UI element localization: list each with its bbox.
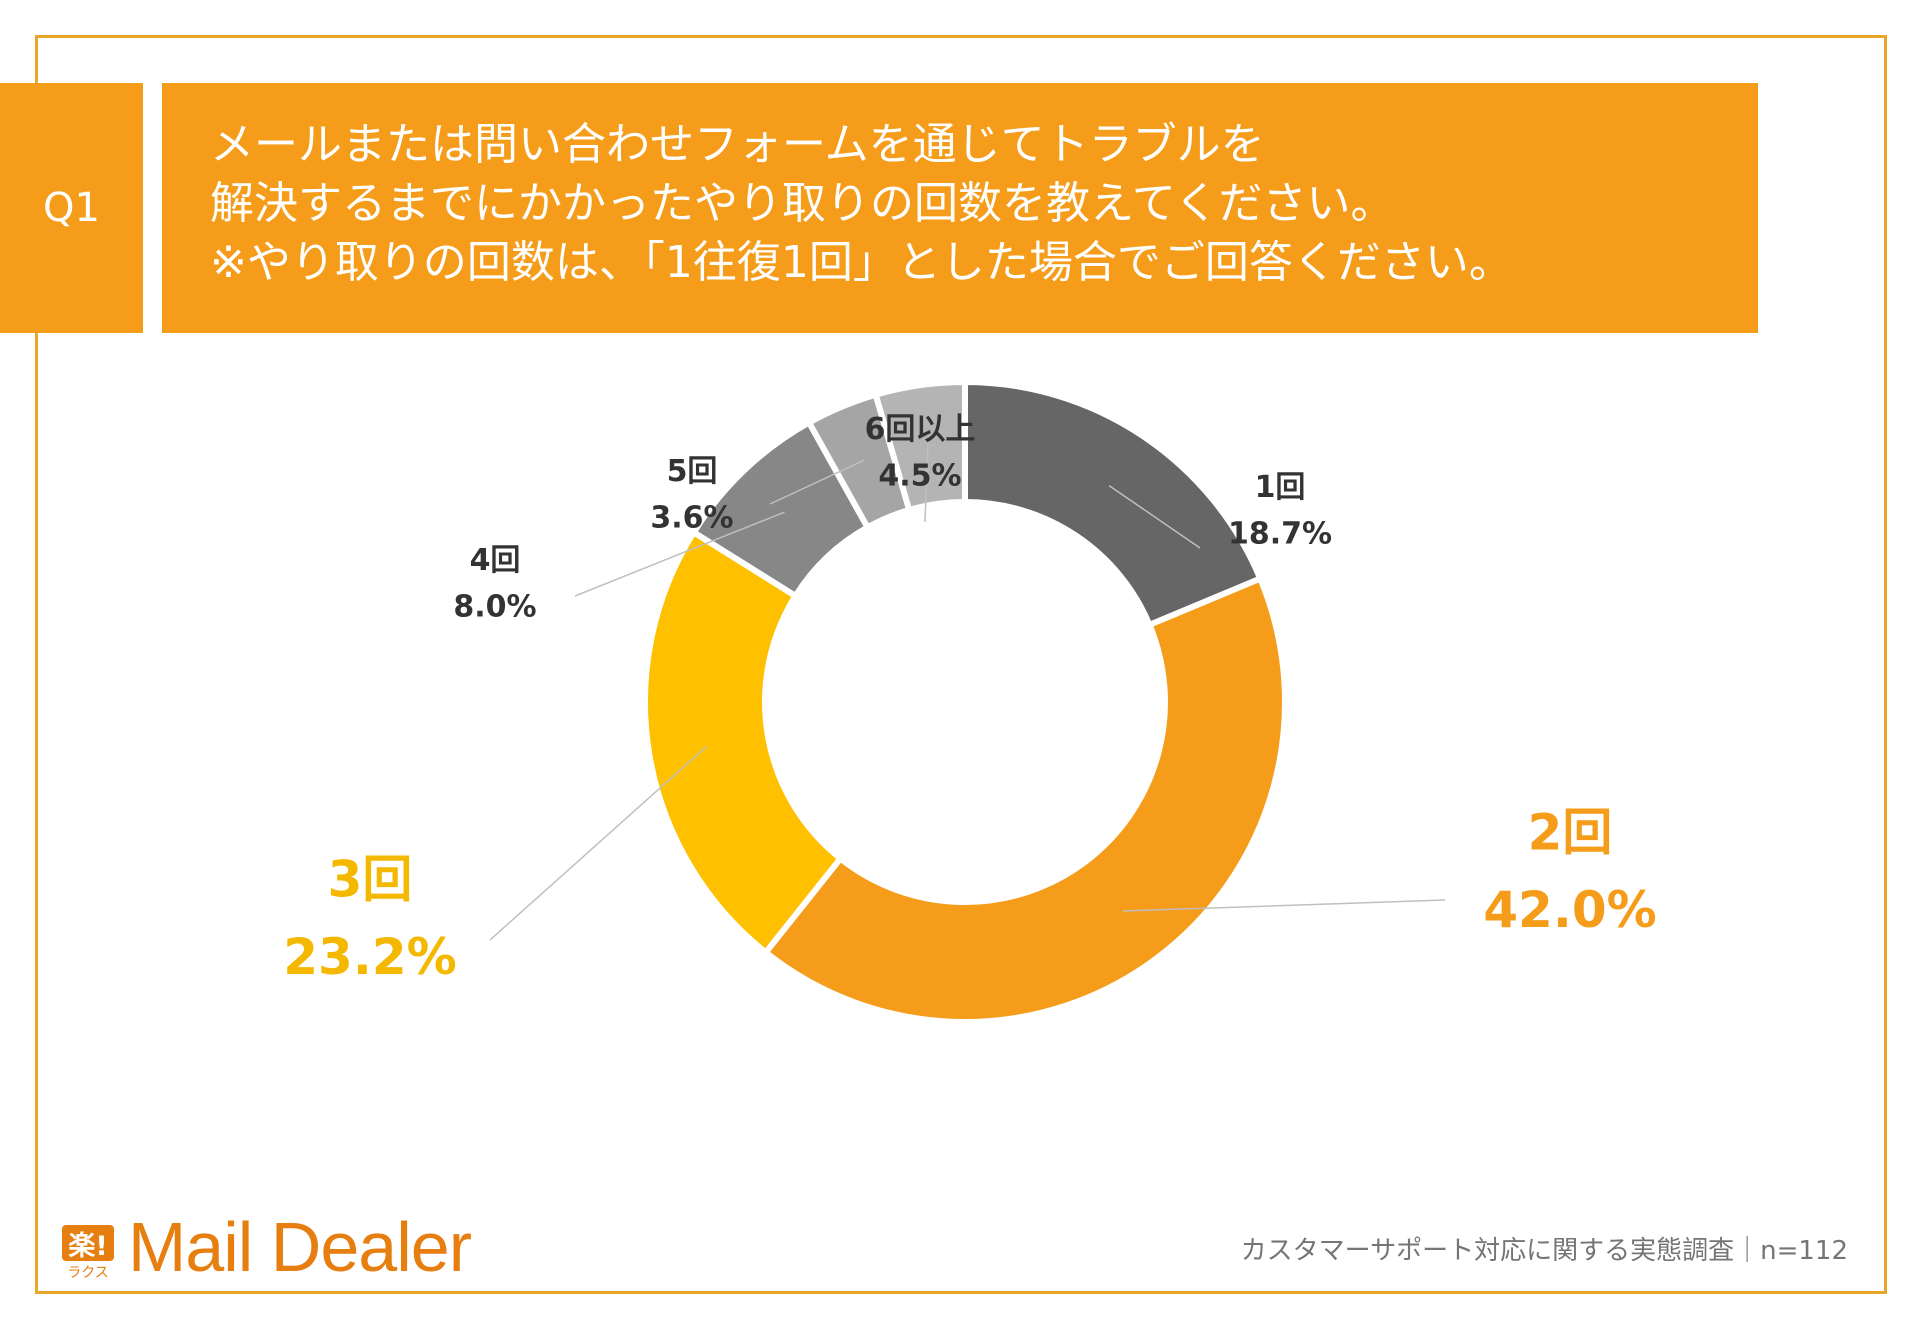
slice-value-label-5: 3.6%: [650, 500, 733, 535]
donut-slice-6-plus: [872, 378, 968, 514]
leader-line-3: [489, 745, 708, 941]
leader-line-1: [1108, 484, 1201, 549]
slide-frame: [35, 35, 1887, 1294]
question-line-3: ※やり取りの回数は、「1往復1回」とした場合でご回答ください。: [210, 237, 1513, 288]
slice-value-label-3: 23.2%: [283, 928, 456, 986]
slice-category-label-5: 5回: [667, 454, 718, 489]
slice-value-label-4: 8.0%: [453, 589, 536, 624]
slice-category-label-1: 1回: [1255, 470, 1306, 505]
slice-category-label-4: 4回: [470, 543, 521, 578]
leader-line-6-plus: [924, 442, 929, 523]
donut-slice-2: [761, 574, 1288, 1025]
leader-line-5: [769, 459, 865, 505]
slice-value-label-6-plus: 4.5%: [878, 458, 961, 493]
question-line-2: 解決するまでにかかったやり取りの回数を教えてください。: [210, 178, 1395, 229]
slice-value-label-1: 18.7%: [1228, 516, 1332, 551]
rakus-logo-mark: 楽! ラクス: [62, 1225, 114, 1282]
mail-dealer-logo: 楽! ラクス Mail Dealer: [62, 1208, 472, 1286]
logo-mark-text: 楽!: [62, 1225, 114, 1262]
logo-wordmark: Mail Dealer: [128, 1208, 472, 1286]
slice-category-label-6-plus: 6回以上: [865, 412, 976, 447]
question-banner: メールまたは問い合わせフォームを通じてトラブルを 解決するまでにかかったやり取り…: [162, 83, 1758, 333]
leader-line-2: [1122, 899, 1446, 912]
donut-slice-3: [642, 528, 845, 957]
donut-slice-1: [962, 378, 1265, 629]
question-badge: Q1: [0, 83, 143, 333]
question-line-1: メールまたは問い合わせフォームを通じてトラブルを: [210, 119, 1265, 170]
slice-category-label-2: 2回: [1528, 803, 1613, 861]
slice-value-label-2: 42.0%: [1483, 881, 1656, 939]
survey-footnote: カスタマーサポート対応に関する実態調査｜n=112: [1240, 1236, 1848, 1266]
leader-line-4: [574, 511, 785, 597]
logo-mark-sub: ラクス: [67, 1265, 109, 1281]
slice-category-label-3: 3回: [328, 850, 413, 908]
